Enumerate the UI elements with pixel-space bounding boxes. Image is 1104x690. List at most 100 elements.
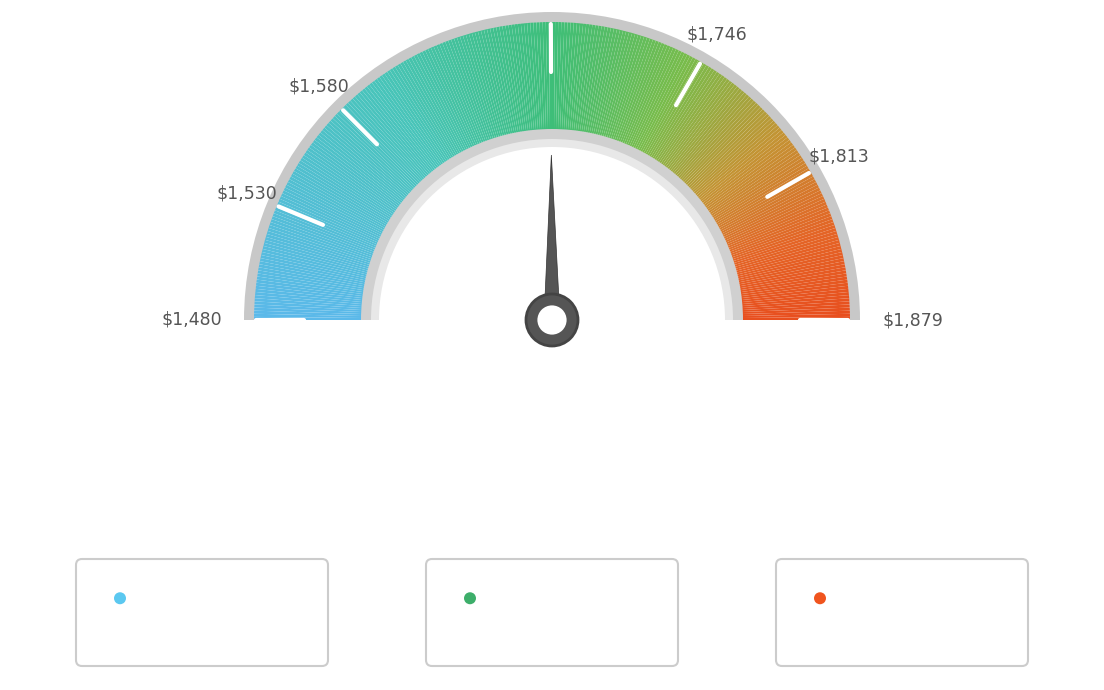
Wedge shape (733, 255, 846, 282)
Wedge shape (711, 167, 811, 228)
Wedge shape (279, 193, 384, 243)
Wedge shape (533, 21, 542, 135)
Wedge shape (564, 21, 574, 135)
Wedge shape (570, 21, 583, 136)
Wedge shape (618, 40, 662, 148)
Wedge shape (284, 184, 388, 238)
Text: Min Cost: Min Cost (132, 589, 220, 607)
Wedge shape (342, 104, 424, 188)
Wedge shape (518, 21, 532, 136)
Wedge shape (521, 21, 534, 136)
Wedge shape (253, 292, 368, 304)
Wedge shape (586, 26, 612, 139)
Wedge shape (456, 34, 495, 145)
Wedge shape (701, 141, 795, 211)
Text: $1,813: $1,813 (808, 147, 869, 165)
Wedge shape (585, 25, 608, 138)
Wedge shape (728, 227, 838, 265)
Wedge shape (545, 20, 550, 135)
Text: Max Cost: Max Cost (832, 589, 924, 607)
Wedge shape (593, 27, 620, 140)
Wedge shape (659, 75, 729, 170)
Wedge shape (327, 119, 414, 197)
Wedge shape (511, 22, 529, 137)
Wedge shape (694, 129, 785, 204)
Wedge shape (556, 20, 562, 135)
Wedge shape (696, 131, 787, 205)
Wedge shape (715, 178, 818, 235)
Wedge shape (373, 77, 444, 172)
Wedge shape (641, 57, 699, 159)
Wedge shape (598, 30, 629, 141)
Wedge shape (371, 79, 442, 172)
Wedge shape (712, 170, 814, 229)
Text: $1,530: $1,530 (216, 184, 277, 202)
Wedge shape (629, 47, 680, 152)
Wedge shape (253, 288, 368, 303)
Wedge shape (505, 23, 526, 137)
Wedge shape (692, 124, 782, 201)
Wedge shape (262, 242, 373, 274)
Wedge shape (583, 24, 605, 138)
Wedge shape (336, 110, 420, 192)
Wedge shape (680, 104, 762, 188)
Wedge shape (297, 159, 396, 222)
Wedge shape (344, 101, 425, 186)
Wedge shape (465, 32, 500, 143)
Wedge shape (302, 151, 399, 217)
Wedge shape (379, 74, 446, 169)
Wedge shape (649, 65, 713, 164)
Wedge shape (681, 106, 764, 189)
Wedge shape (304, 149, 400, 216)
Wedge shape (268, 218, 378, 259)
Wedge shape (720, 195, 826, 245)
Text: $1,580: $1,580 (289, 77, 350, 95)
Wedge shape (530, 21, 540, 135)
Wedge shape (496, 25, 519, 138)
Wedge shape (736, 310, 852, 316)
Wedge shape (588, 26, 614, 139)
Wedge shape (272, 210, 380, 254)
Wedge shape (259, 251, 372, 279)
Wedge shape (422, 48, 474, 153)
Wedge shape (723, 206, 831, 252)
Wedge shape (684, 110, 768, 192)
Wedge shape (635, 51, 688, 155)
Wedge shape (411, 54, 466, 157)
Wedge shape (477, 29, 508, 141)
Wedge shape (394, 63, 456, 163)
Wedge shape (252, 310, 368, 316)
Text: ($1,879): ($1,879) (863, 627, 941, 645)
Wedge shape (361, 129, 743, 320)
Wedge shape (508, 23, 527, 137)
Wedge shape (314, 136, 406, 208)
Wedge shape (293, 167, 393, 228)
Wedge shape (463, 33, 499, 144)
Wedge shape (732, 248, 845, 278)
Wedge shape (261, 246, 373, 276)
FancyBboxPatch shape (76, 559, 328, 666)
Wedge shape (660, 77, 731, 172)
Wedge shape (651, 67, 715, 165)
Wedge shape (734, 267, 848, 289)
Wedge shape (599, 30, 633, 142)
Wedge shape (675, 95, 753, 183)
Wedge shape (709, 162, 808, 224)
Wedge shape (602, 31, 636, 142)
Wedge shape (484, 27, 511, 140)
Wedge shape (682, 108, 766, 190)
Wedge shape (450, 37, 491, 146)
Wedge shape (361, 87, 436, 177)
Wedge shape (736, 301, 851, 310)
Wedge shape (721, 198, 827, 246)
Wedge shape (383, 70, 449, 167)
Text: ($1,679): ($1,679) (513, 627, 591, 645)
Wedge shape (319, 129, 410, 204)
Wedge shape (468, 31, 502, 142)
Wedge shape (573, 22, 590, 137)
FancyBboxPatch shape (776, 559, 1028, 666)
Wedge shape (735, 276, 849, 295)
Wedge shape (527, 21, 539, 136)
Wedge shape (386, 68, 452, 166)
Wedge shape (735, 273, 849, 293)
